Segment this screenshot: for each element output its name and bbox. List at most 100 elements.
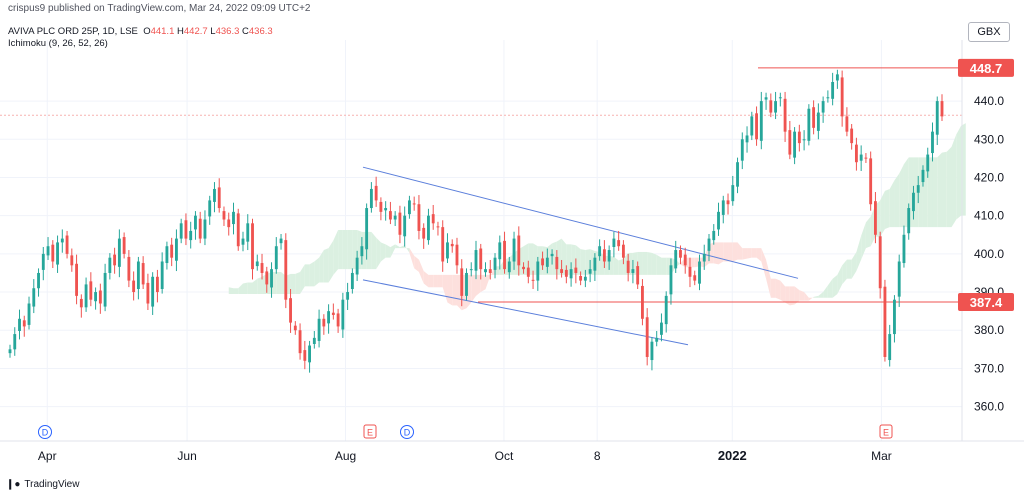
candle-body [160,261,164,290]
candle-body [408,200,411,215]
candle-body [859,154,863,161]
candle-body [664,295,668,325]
candle-body [503,240,506,270]
cloud-segment [247,282,253,294]
cloud-segment [295,272,301,294]
candle-body [436,226,440,228]
candle-body [450,243,454,247]
candle-body [360,246,364,257]
cloud-segment [775,278,781,300]
candle-body [217,187,221,209]
candle-body [469,269,473,271]
candle-body [574,267,578,273]
candle-body [274,246,278,270]
candle-body [369,188,373,209]
candle-body [835,74,839,81]
cloud-segment [946,146,952,228]
cloud-segment [333,229,339,275]
cloud-segment [832,274,838,298]
y-tick-label: 430.0 [974,132,1004,146]
candle-body [816,112,820,131]
cloud-segment [371,231,377,270]
cloud-segment [490,266,496,276]
candle-body [674,250,678,269]
candle-body [255,261,259,267]
currency-selector[interactable]: GBX [968,22,1010,42]
candle-body [208,200,212,217]
candle-body [89,281,93,300]
candle-body [175,238,178,261]
candle-body [560,269,564,273]
price-label-box [958,292,1014,311]
cloud-segment [861,222,866,260]
cloud-segment [390,244,396,258]
candle-body [588,269,592,274]
x-tick-label: Mar [871,449,892,463]
candle-body [37,272,40,289]
candle-body [336,313,340,327]
candle-body [474,250,478,271]
price-label-text: 387.4 [970,295,1003,310]
candle-body [446,242,449,259]
cloud-segment [314,257,320,287]
candle-body [303,350,307,361]
candle-body [322,318,326,327]
y-axis: 360.0370.0380.0390.0400.0410.0420.0430.0… [974,94,1004,414]
candle-body [465,272,468,296]
candle-body [517,235,521,266]
candle-body [98,290,102,304]
y-tick-label: 360.0 [974,400,1004,414]
cloud-segment [647,251,652,275]
candle-body [688,266,692,277]
cloud-segment [942,151,947,228]
candle-body [669,265,673,295]
earnings-marker [879,424,893,439]
candle-body [831,82,835,99]
candle-body [807,108,811,141]
candle-body [940,101,944,117]
cloud-segment [804,292,809,301]
candle-body [498,242,502,260]
candle-body [460,268,464,296]
ohlc-close-label: C [242,26,249,37]
candle-body [702,253,706,262]
candle-body [897,261,901,297]
cloud-segment [257,276,263,294]
candle-body [417,204,421,231]
trendlines [362,166,799,346]
candle-body [536,261,540,281]
cloud-segment [376,237,381,270]
cloud-segment [951,134,957,228]
candle-body [427,215,430,241]
candle-body [550,253,554,257]
cloud-segment [732,242,738,262]
cloud-segment [785,286,790,306]
cloud-segment [480,274,486,293]
x-tick-label: 2022 [718,448,747,463]
footer-brand[interactable]: ❙● TradingView [6,479,79,490]
candle-body [251,223,254,270]
indicator-legend[interactable]: Ichimoku (9, 26, 52, 26) [8,38,108,49]
candle-body [194,215,197,230]
cloud-segment [613,256,619,275]
x-tick-label: 8 [594,449,601,463]
candle-body [764,97,768,100]
candle-body [693,275,697,281]
candle-body [740,139,744,161]
candle-body [56,242,59,265]
candle-body [626,260,630,273]
cloud-segment [894,173,900,228]
candle-body [759,101,763,141]
candle-body [8,349,12,354]
cloud-segment [761,248,767,279]
cloud-segment [476,274,481,296]
symbol-legend[interactable]: AVIVA PLC ORD 25P, 1D, LSE O441.1 H442.7… [8,26,273,37]
candle-body [222,211,226,220]
candle-body [232,211,235,225]
candle-body [888,334,892,361]
candle-body [512,238,516,262]
candle-body [621,244,625,258]
candle-body [902,234,906,264]
